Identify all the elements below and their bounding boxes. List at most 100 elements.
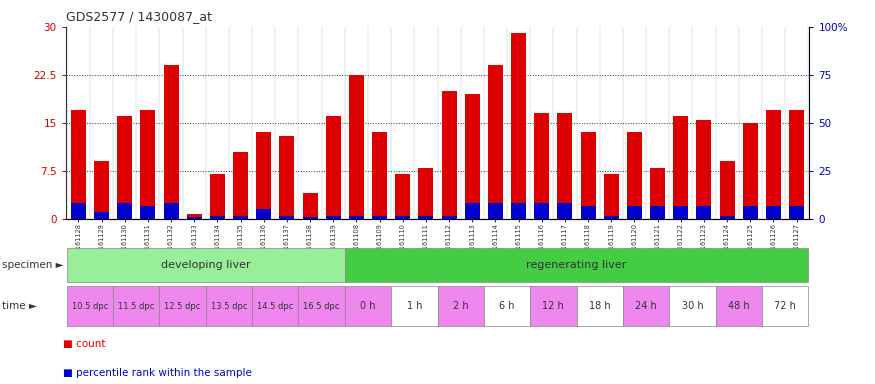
- Bar: [186, 217, 202, 219]
- Bar: [140, 110, 156, 219]
- Bar: [766, 110, 781, 219]
- Bar: [345, 286, 391, 326]
- Text: 18 h: 18 h: [589, 301, 611, 311]
- Bar: [372, 132, 387, 219]
- Bar: [716, 286, 762, 326]
- Bar: [626, 132, 642, 219]
- Bar: [623, 286, 669, 326]
- Bar: [298, 286, 345, 326]
- Bar: [650, 168, 665, 219]
- Bar: [233, 152, 248, 219]
- Bar: [743, 206, 758, 219]
- Bar: [396, 174, 410, 219]
- Text: 16.5 dpc: 16.5 dpc: [304, 302, 340, 311]
- Bar: [349, 216, 364, 219]
- Text: 48 h: 48 h: [728, 301, 750, 311]
- Text: 30 h: 30 h: [682, 301, 704, 311]
- Bar: [210, 174, 225, 219]
- Bar: [557, 203, 572, 219]
- Text: 10.5 dpc: 10.5 dpc: [72, 302, 108, 311]
- Bar: [673, 116, 689, 219]
- Bar: [326, 216, 340, 219]
- Bar: [789, 110, 804, 219]
- Bar: [117, 116, 132, 219]
- Text: 12.5 dpc: 12.5 dpc: [164, 302, 201, 311]
- Text: GDS2577 / 1430087_at: GDS2577 / 1430087_at: [66, 10, 212, 23]
- Bar: [604, 174, 619, 219]
- Text: 6 h: 6 h: [500, 301, 514, 311]
- Bar: [71, 203, 86, 219]
- Bar: [140, 206, 156, 219]
- Bar: [186, 214, 202, 219]
- Bar: [164, 65, 178, 219]
- Bar: [396, 216, 410, 219]
- Bar: [465, 94, 480, 219]
- Bar: [279, 136, 294, 219]
- Bar: [604, 216, 619, 219]
- Text: regenerating liver: regenerating liver: [527, 260, 626, 270]
- Bar: [673, 206, 689, 219]
- Bar: [511, 33, 526, 219]
- Bar: [626, 206, 642, 219]
- Bar: [66, 286, 113, 326]
- Text: 1 h: 1 h: [407, 301, 422, 311]
- Bar: [762, 286, 808, 326]
- Bar: [345, 248, 808, 282]
- Bar: [557, 113, 572, 219]
- Text: 24 h: 24 h: [635, 301, 657, 311]
- Text: 13.5 dpc: 13.5 dpc: [211, 302, 248, 311]
- Bar: [94, 161, 109, 219]
- Bar: [789, 206, 804, 219]
- Bar: [164, 203, 178, 219]
- Bar: [303, 193, 318, 219]
- Text: time ►: time ►: [2, 301, 37, 311]
- Bar: [159, 286, 206, 326]
- Bar: [256, 132, 271, 219]
- Bar: [511, 203, 526, 219]
- Text: developing liver: developing liver: [161, 260, 250, 270]
- Bar: [535, 113, 550, 219]
- Bar: [438, 286, 484, 326]
- Bar: [279, 216, 294, 219]
- Text: 11.5 dpc: 11.5 dpc: [118, 302, 155, 311]
- Bar: [252, 286, 298, 326]
- Bar: [117, 203, 132, 219]
- Bar: [650, 206, 665, 219]
- Bar: [488, 65, 503, 219]
- Text: 0 h: 0 h: [360, 301, 375, 311]
- Bar: [442, 91, 457, 219]
- Bar: [113, 286, 159, 326]
- Text: ■ percentile rank within the sample: ■ percentile rank within the sample: [63, 368, 252, 378]
- Bar: [206, 286, 252, 326]
- Bar: [349, 75, 364, 219]
- Bar: [256, 209, 271, 219]
- Bar: [442, 216, 457, 219]
- Bar: [535, 203, 550, 219]
- Bar: [696, 206, 711, 219]
- Bar: [581, 132, 596, 219]
- Bar: [766, 206, 781, 219]
- Bar: [418, 168, 433, 219]
- Bar: [233, 216, 248, 219]
- Bar: [465, 203, 480, 219]
- Bar: [94, 212, 109, 219]
- Bar: [719, 161, 735, 219]
- Text: specimen ►: specimen ►: [2, 260, 63, 270]
- Text: 14.5 dpc: 14.5 dpc: [257, 302, 293, 311]
- Bar: [418, 216, 433, 219]
- Bar: [303, 217, 318, 219]
- Bar: [484, 286, 530, 326]
- Bar: [743, 123, 758, 219]
- Text: 72 h: 72 h: [774, 301, 796, 311]
- Text: 12 h: 12 h: [542, 301, 564, 311]
- Bar: [577, 286, 623, 326]
- Text: 2 h: 2 h: [453, 301, 468, 311]
- Bar: [696, 120, 711, 219]
- Bar: [669, 286, 716, 326]
- Bar: [391, 286, 438, 326]
- Bar: [66, 248, 345, 282]
- Bar: [581, 206, 596, 219]
- Bar: [372, 216, 387, 219]
- Text: ■ count: ■ count: [63, 339, 106, 349]
- Bar: [326, 116, 340, 219]
